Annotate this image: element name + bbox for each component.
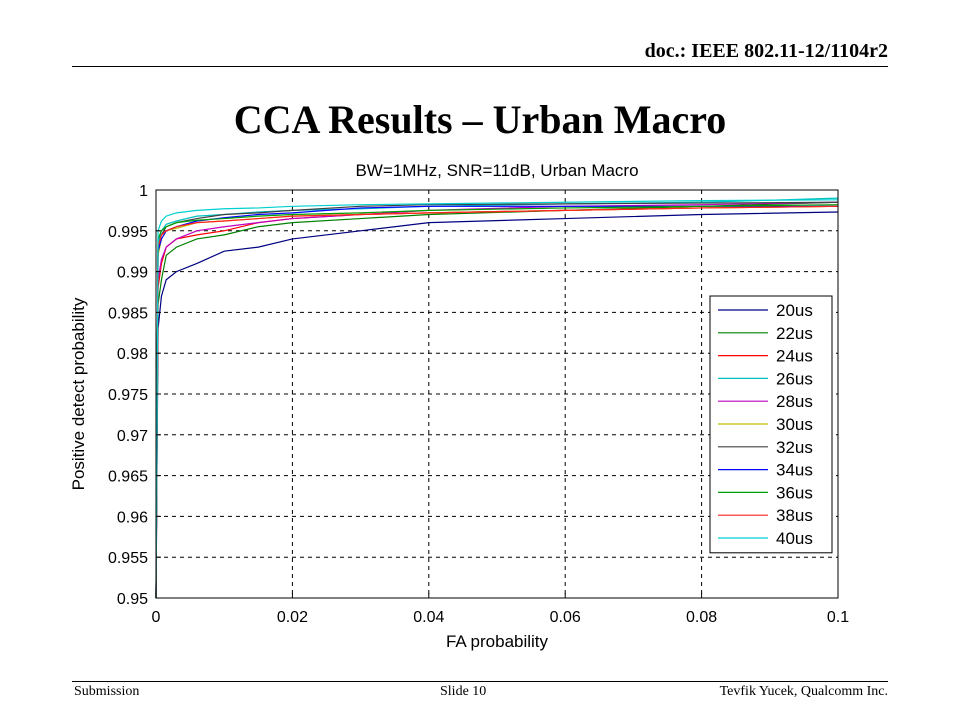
- legend-label: 40us: [776, 529, 813, 548]
- legend-label: 32us: [776, 438, 813, 457]
- y-tick-label: 0.97: [117, 428, 148, 445]
- y-tick-label: 0.965: [108, 469, 148, 486]
- y-tick-label: 0.98: [117, 346, 148, 363]
- chart-title: BW=1MHz, SNR=11dB, Urban Macro: [355, 161, 638, 180]
- legend: 20us 22us 24us 26us 28us 30us 32us 34us 36us 38us…: [709, 295, 833, 554]
- y-tick-label: 0.995: [108, 224, 148, 241]
- footer-slide-number: Slide 10: [440, 684, 487, 699]
- y-tick-label: 0.95: [117, 591, 148, 608]
- legend-label: 36us: [776, 483, 813, 502]
- header-divider: [72, 66, 888, 67]
- legend-label: 26us: [776, 369, 813, 388]
- legend-label: 30us: [776, 415, 813, 434]
- doc-id: doc.: IEEE 802.11-12/1104r2: [644, 40, 888, 62]
- y-tick-label: 1: [139, 183, 148, 200]
- legend-label: 34us: [776, 461, 813, 480]
- x-tick-label: 0: [152, 609, 161, 626]
- legend-label: 22us: [776, 324, 813, 343]
- footer-author: Tevfik Yucek, Qualcomm Inc.: [719, 684, 888, 699]
- x-tick-label: 0.04: [413, 609, 444, 626]
- axis-ticks: 0 0.02 0.04 0.06 0.08 0.1 0.95 0.955 0.96 0.965 0.…: [108, 183, 849, 626]
- footer-divider: [72, 681, 888, 682]
- y-tick-label: 0.955: [108, 550, 148, 567]
- series-line-38us: [155, 205, 839, 599]
- series-line-40us: [155, 199, 839, 599]
- series-line-36us: [155, 204, 839, 599]
- series-line-34us: [155, 205, 838, 599]
- series-line-20us: [155, 211, 839, 599]
- y-tick-label: 0.975: [108, 387, 148, 404]
- slide-title: CCA Results – Urban Macro: [233, 97, 727, 142]
- x-tick-label: 0.02: [277, 609, 308, 626]
- y-tick-label: 0.99: [117, 265, 148, 282]
- legend-label: 24us: [776, 347, 813, 366]
- x-axis-label: FA probability: [446, 632, 549, 651]
- x-tick-label: 0.06: [550, 609, 581, 626]
- legend-label: 28us: [776, 392, 813, 411]
- x-tick-label: 0.1: [827, 609, 849, 626]
- series-line-28us: [155, 201, 839, 599]
- y-tick-label: 0.985: [108, 305, 148, 322]
- y-axis-label: Positive detect probability: [69, 297, 88, 490]
- legend-label: 20us: [776, 301, 813, 320]
- series-group: [155, 197, 839, 599]
- x-tick-label: 0.08: [686, 609, 717, 626]
- y-tick-label: 0.96: [117, 509, 148, 526]
- footer-submission: Submission: [74, 684, 140, 699]
- legend-label: 38us: [776, 506, 813, 525]
